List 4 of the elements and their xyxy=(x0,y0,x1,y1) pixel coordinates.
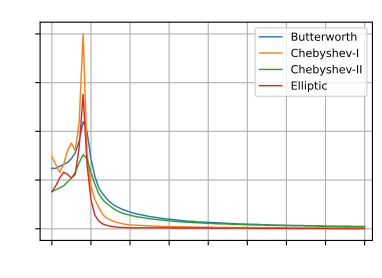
legend-label: Butterworth xyxy=(292,32,356,41)
legend-label: Chebyshev-II xyxy=(291,64,362,76)
legend-label: Chebyshev-I xyxy=(291,48,358,60)
legend-label: Elliptic xyxy=(292,81,327,92)
